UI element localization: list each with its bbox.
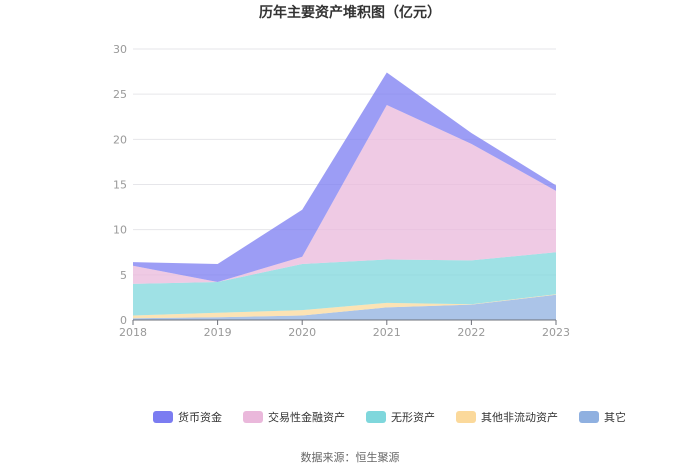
legend-label: 货币资金 — [178, 410, 222, 424]
y-tick-label: 30 — [113, 43, 127, 56]
area-series — [133, 72, 556, 320]
x-tick-label: 2018 — [119, 326, 147, 339]
data-source: 数据来源：恒生聚源 — [301, 450, 400, 464]
legend-label: 交易性金融资产 — [268, 410, 345, 424]
area-0 — [133, 294, 556, 320]
x-tick-label: 2022 — [457, 326, 485, 339]
legend-swatch — [243, 411, 263, 423]
legend-swatch — [456, 411, 476, 423]
x-tick-label: 2019 — [204, 326, 232, 339]
x-tick-label: 2020 — [288, 326, 316, 339]
y-tick-label: 10 — [113, 224, 127, 237]
x-tick-label: 2021 — [373, 326, 401, 339]
legend: 货币资金 交易性金融资产 无形资产 其他非流动资产 其它 — [153, 410, 626, 424]
y-tick-label: 25 — [113, 88, 127, 101]
area-4 — [133, 72, 556, 283]
y-tick-label: 15 — [113, 179, 127, 192]
y-tick-label: 5 — [120, 269, 127, 282]
legend-label: 无形资产 — [391, 410, 435, 424]
area-2 — [133, 252, 556, 316]
axes: 0 5 10 15 20 25 30 2018 2019 2020 2021 2022 2023 — [113, 43, 570, 339]
legend-swatch — [579, 411, 599, 423]
legend-swatch — [366, 411, 386, 423]
x-tick-label: 2023 — [542, 326, 570, 339]
chart-title: 历年主要资产堆积图（亿元） — [259, 4, 441, 21]
legend-label: 其他非流动资产 — [481, 410, 558, 424]
legend-swatch — [153, 411, 173, 423]
y-tick-label: 20 — [113, 133, 127, 146]
area-3 — [133, 105, 556, 284]
legend-label: 其它 — [604, 410, 626, 424]
y-tick-label: 0 — [120, 314, 127, 327]
area-1 — [133, 294, 556, 319]
